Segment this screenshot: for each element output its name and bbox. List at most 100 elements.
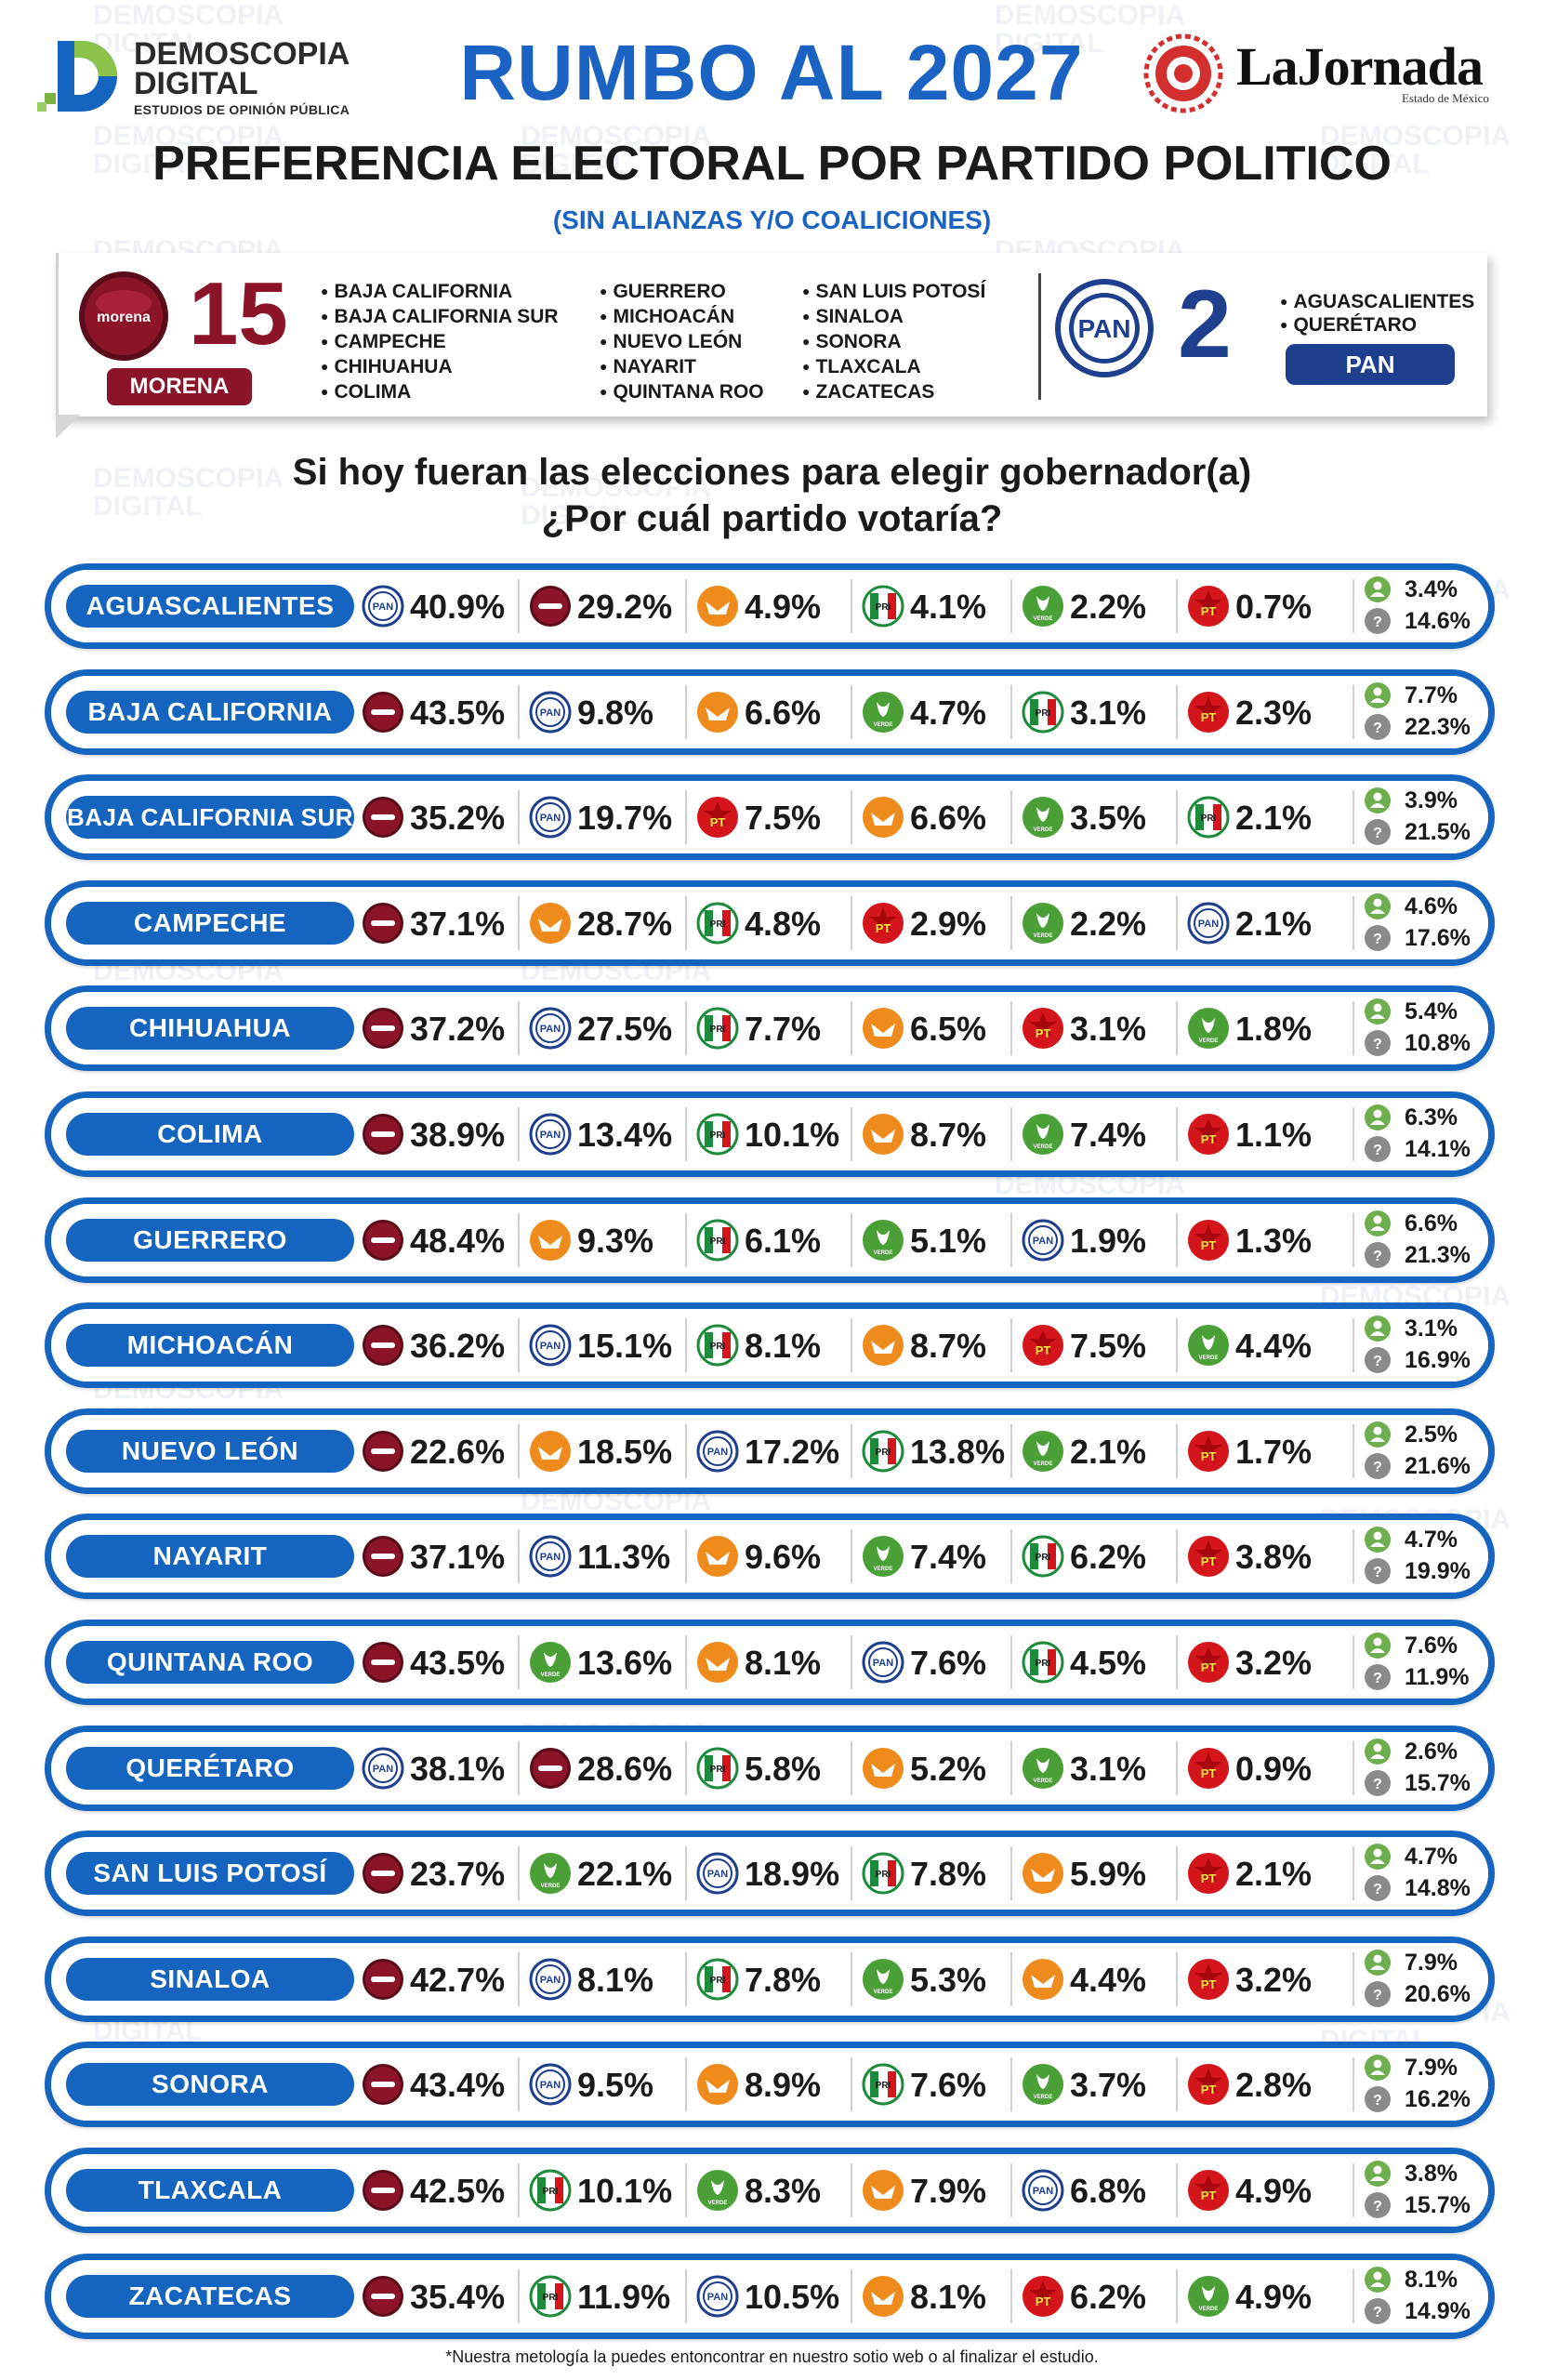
svg-text:PT: PT [876, 921, 891, 935]
column-divider [685, 1318, 687, 1372]
svg-text:PRI: PRI [876, 2081, 891, 2091]
person-icon [1365, 576, 1391, 602]
party-percentage: 5.1% [910, 1222, 987, 1260]
column-divider [518, 896, 520, 950]
question-icon: ? [1365, 1664, 1391, 1690]
party-percentage: 4.9% [1235, 2278, 1313, 2316]
column-divider [518, 1635, 520, 1689]
column-divider [518, 1741, 520, 1795]
person-icon [1365, 1210, 1391, 1236]
party-cell-mc: 4.4% [1018, 1952, 1185, 2006]
party-percentage: 18.5% [577, 1433, 673, 1471]
question-icon: ? [1365, 714, 1391, 740]
svg-text:PRI: PRI [543, 2293, 559, 2303]
partner-name: LaJornada [1236, 36, 1484, 97]
column-divider [851, 1001, 852, 1055]
list-item: AGUASCALIENTES [1280, 290, 1474, 313]
party-cell-pvem: VERDE 22.1% [525, 1846, 693, 1900]
unknown-percentage: 16.2% [1405, 2086, 1471, 2112]
pt-logo-icon: PT [1188, 2170, 1229, 2211]
pri-logo-icon: PRI [529, 2169, 572, 2212]
person-icon [1365, 2055, 1391, 2081]
party-percentage: 2.3% [1235, 694, 1313, 732]
party-percentage: 3.8% [1235, 1538, 1313, 1576]
column-divider [1176, 896, 1178, 950]
party-cell-pan: PAN 38.1% [358, 1741, 525, 1795]
question-icon: ? [1365, 1875, 1391, 1901]
party-cell-morena: 38.9% [358, 1107, 525, 1161]
mc-logo-icon [863, 1008, 904, 1049]
column-divider [685, 1741, 687, 1795]
party-percentage: 3.1% [1070, 694, 1147, 732]
party-percentage: 40.9% [410, 588, 506, 626]
column-divider [1353, 2163, 1354, 2217]
column-divider [851, 1424, 852, 1478]
question-icon: ? [1365, 1558, 1391, 1584]
brand-line1: DEMOSCOPIA [134, 36, 350, 72]
person-icon [1365, 893, 1391, 919]
unknown-percentage: 16.9% [1405, 1347, 1471, 1373]
summary-divider [1038, 273, 1041, 400]
pan-logo-icon: PAN [1022, 1219, 1064, 1262]
column-divider [851, 1213, 852, 1267]
party-cell-morena: 43.5% [358, 685, 525, 739]
svg-text:PAN: PAN [540, 1130, 561, 1141]
column-divider [685, 685, 687, 739]
party-cell-pt: PT 2.9% [858, 896, 1025, 950]
party-percentage: 7.7% [745, 1010, 822, 1048]
column-divider [518, 685, 520, 739]
person-icon [1365, 2267, 1391, 2293]
svg-text:PT: PT [1201, 1977, 1217, 1991]
column-divider [1010, 1001, 1012, 1055]
column-divider [851, 790, 852, 844]
party-percentage: 3.1% [1070, 1750, 1147, 1788]
svg-text:PRI: PRI [1036, 708, 1051, 719]
party-percentage: 8.1% [745, 1327, 822, 1365]
pan-logo-icon: PAN [696, 1852, 739, 1895]
svg-text:PT: PT [1201, 1871, 1217, 1885]
other-percentage: 3.4% [1405, 576, 1458, 602]
party-percentage: 4.5% [1070, 1644, 1147, 1682]
party-percentage: 3.2% [1235, 1961, 1313, 1999]
party-percentage: 9.8% [577, 694, 654, 732]
column-divider [851, 896, 852, 950]
svg-text:PAN: PAN [540, 1975, 561, 1986]
svg-text:VERDE: VERDE [1034, 933, 1053, 939]
svg-text:PT: PT [1201, 1238, 1217, 1252]
question-icon: ? [1365, 2192, 1391, 2218]
person-icon [1365, 787, 1391, 813]
column-divider [851, 1529, 852, 1583]
morena-logo-icon [363, 1220, 403, 1261]
party-percentage: 7.6% [910, 1644, 987, 1682]
party-percentage: 28.7% [577, 905, 673, 943]
question-line2: ¿Por cuál partido votaría? [541, 498, 1003, 539]
svg-text:?: ? [1373, 2199, 1382, 2215]
party-percentage: 42.5% [410, 2172, 506, 2210]
party-percentage: 5.8% [745, 1750, 822, 1788]
party-percentage: 43.4% [410, 2066, 506, 2104]
mc-logo-icon [863, 2276, 904, 2317]
party-cell-mc: 4.9% [693, 579, 860, 633]
pvem-logo-icon: VERDE [1023, 797, 1063, 838]
party-cell-pan: PAN 9.8% [525, 685, 693, 739]
party-percentage: 10.1% [745, 1116, 840, 1154]
question-icon: ? [1365, 1030, 1391, 1056]
mc-logo-icon [863, 1325, 904, 1366]
other-percentage: 7.9% [1405, 2055, 1458, 2081]
other-percentage: 8.1% [1405, 2267, 1458, 2293]
column-divider [851, 2163, 852, 2217]
pri-logo-icon: PRI [529, 2275, 572, 2318]
state-label: SONORA [66, 2063, 354, 2106]
pan-logo-icon: PAN [529, 1113, 572, 1156]
svg-text:PAN: PAN [373, 1764, 393, 1775]
pan-logo-icon: PAN [1022, 2169, 1064, 2212]
column-divider [851, 1318, 852, 1372]
pvem-logo-icon: VERDE [530, 1642, 571, 1683]
party-cell-morena: 42.7% [358, 1952, 525, 2006]
state-label: CHIHUAHUA [66, 1007, 354, 1050]
party-cell-mc: 7.9% [858, 2163, 1025, 2217]
party-cell-morena: 22.6% [358, 1424, 525, 1478]
party-cell-pt: PT 3.2% [1183, 1952, 1351, 2006]
svg-text:PAN: PAN [1033, 2186, 1053, 2197]
other-cell: 7.9%? 16.2% [1364, 2052, 1475, 2119]
